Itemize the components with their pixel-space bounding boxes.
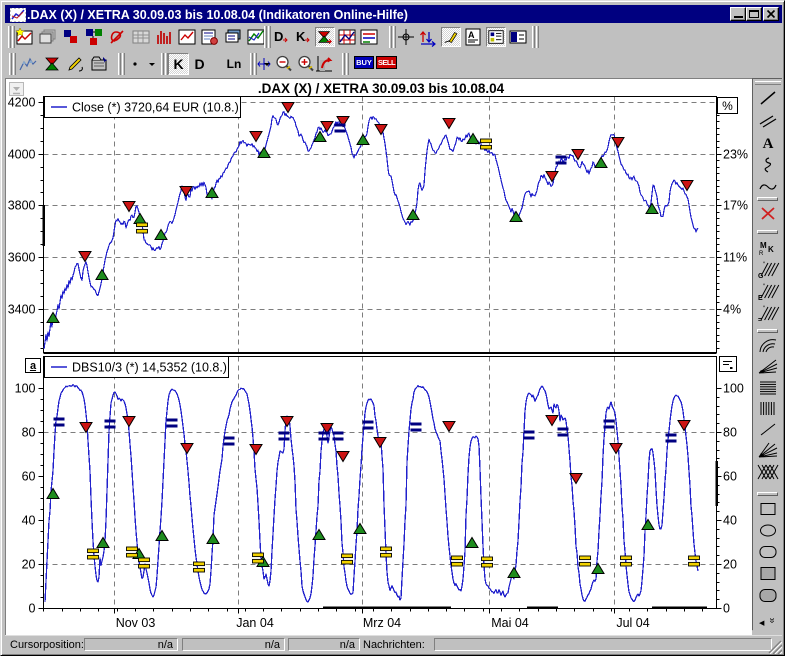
- svg-text:11%: 11%: [723, 251, 747, 265]
- svg-text:80: 80: [22, 426, 36, 440]
- svg-text:4000: 4000: [8, 148, 36, 162]
- svg-text:4200: 4200: [8, 96, 36, 110]
- svg-text:40: 40: [22, 514, 36, 528]
- svg-text:A: A: [763, 136, 774, 152]
- svg-text:100: 100: [723, 382, 744, 396]
- svg-text:17%: 17%: [723, 199, 748, 213]
- svg-text:80: 80: [723, 426, 737, 440]
- svg-text:60: 60: [22, 470, 36, 484]
- svg-text:DBS10/3 (*) 14,5352 (10.8.): DBS10/3 (*) 14,5352 (10.8.): [72, 361, 227, 375]
- svg-text:23%: 23%: [723, 148, 748, 162]
- svg-text:20: 20: [22, 558, 36, 572]
- svg-text:3400: 3400: [8, 303, 36, 317]
- svg-text:“: “: [763, 284, 765, 290]
- svg-text:D: D: [274, 29, 283, 44]
- svg-text:4%: 4%: [723, 303, 741, 317]
- svg-text:=: =: [758, 317, 762, 324]
- svg-text:Jan 04: Jan 04: [236, 616, 274, 630]
- svg-text:.DAX (X) / XETRA 30.09.03 bis: .DAX (X) / XETRA 30.09.03 bis 10.08.04: [258, 81, 505, 96]
- svg-text:G: G: [758, 273, 764, 280]
- svg-text:Close (*) 3720,64 EUR (10.8.): Close (*) 3720,64 EUR (10.8.): [72, 101, 239, 115]
- svg-text:3800: 3800: [8, 199, 36, 213]
- svg-text:E: E: [758, 295, 763, 302]
- svg-text:“: “: [763, 306, 765, 312]
- svg-text:0: 0: [29, 602, 36, 616]
- svg-text:A: A: [468, 30, 475, 40]
- svg-text:Mrz 04: Mrz 04: [363, 616, 401, 630]
- svg-text:Mai 04: Mai 04: [491, 616, 529, 630]
- svg-text:%: %: [722, 99, 733, 113]
- svg-text:60: 60: [723, 470, 737, 484]
- svg-text:40: 40: [723, 514, 737, 528]
- svg-text:“: “: [763, 262, 765, 268]
- svg-text:K: K: [296, 29, 306, 44]
- svg-text:20: 20: [723, 558, 737, 572]
- svg-text:100: 100: [15, 382, 36, 396]
- svg-text:0: 0: [723, 602, 730, 616]
- svg-text:Nov 03: Nov 03: [116, 616, 156, 630]
- svg-text:R: R: [759, 251, 764, 257]
- svg-text:3600: 3600: [8, 251, 36, 265]
- svg-text:M: M: [760, 241, 767, 250]
- svg-text:K: K: [768, 245, 774, 254]
- svg-text:Jul 04: Jul 04: [616, 616, 649, 630]
